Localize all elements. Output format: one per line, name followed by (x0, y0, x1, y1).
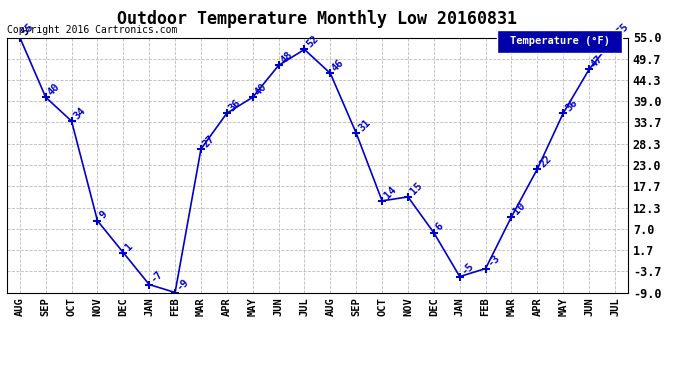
Text: -5: -5 (460, 261, 475, 277)
Text: 9: 9 (97, 209, 109, 221)
Text: 40: 40 (253, 81, 268, 97)
Text: 36: 36 (563, 97, 579, 113)
Text: 6: 6 (434, 221, 445, 233)
Text: 47: 47 (589, 54, 605, 69)
Text: 36: 36 (227, 97, 243, 113)
Text: Copyright 2016 Cartronics.com: Copyright 2016 Cartronics.com (7, 25, 177, 35)
Text: 14: 14 (382, 185, 398, 201)
Text: 55: 55 (615, 22, 631, 38)
Text: 55: 55 (20, 22, 36, 38)
Title: Outdoor Temperature Monthly Low 20160831: Outdoor Temperature Monthly Low 20160831 (117, 10, 518, 28)
Text: -9: -9 (175, 277, 191, 292)
Text: 46: 46 (331, 57, 346, 74)
Text: 52: 52 (304, 33, 320, 50)
Text: 22: 22 (538, 153, 553, 169)
Text: 10: 10 (511, 201, 527, 217)
Text: 31: 31 (356, 117, 372, 133)
Text: 34: 34 (72, 105, 88, 121)
Text: 15: 15 (408, 181, 424, 197)
Text: 48: 48 (279, 50, 295, 65)
Text: 40: 40 (46, 81, 61, 97)
Text: 1: 1 (124, 241, 135, 253)
Text: 27: 27 (201, 133, 217, 149)
Text: -7: -7 (149, 268, 165, 285)
Text: -3: -3 (486, 253, 502, 268)
